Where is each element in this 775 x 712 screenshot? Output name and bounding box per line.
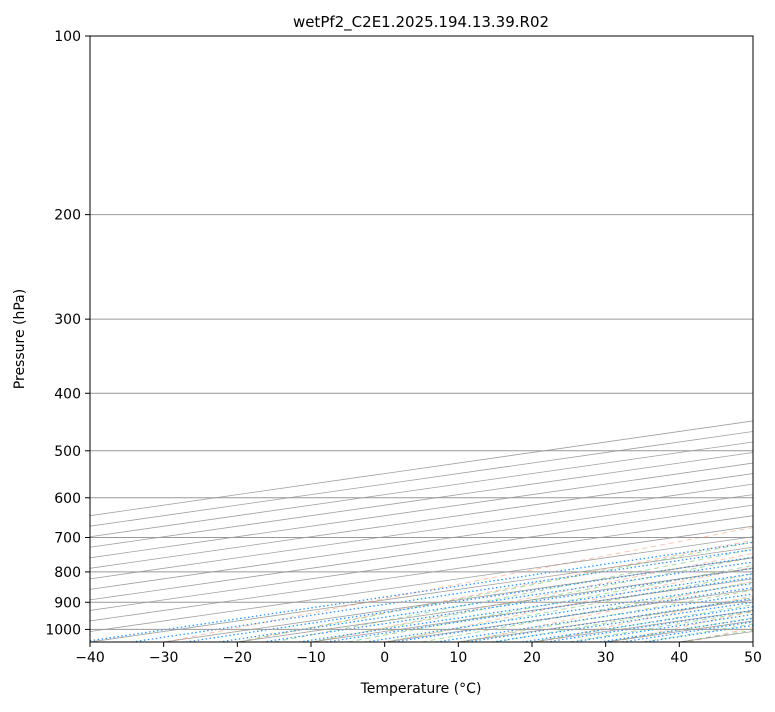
x-tick-label: 40 [670, 650, 688, 666]
x-tick-label: 30 [597, 650, 615, 666]
y-tick-label: 700 [54, 531, 81, 547]
x-tick-label: 10 [449, 650, 467, 666]
chart-title: wetPf2_C2E1.2025.194.13.39.R02 [293, 13, 549, 32]
x-tick-label: 20 [523, 650, 541, 666]
y-tick-label: 900 [54, 595, 81, 611]
y-tick-label: 600 [54, 491, 81, 507]
x-axis-label: Temperature (°C) [360, 681, 482, 697]
x-tick-label: −10 [296, 650, 326, 666]
y-tick-label: 1000 [45, 622, 81, 638]
y-axis-label: Pressure (hPa) [12, 289, 28, 389]
y-tick-label: 300 [54, 312, 81, 328]
x-tick-label: −20 [223, 650, 253, 666]
x-tick-label: 50 [744, 650, 762, 666]
x-tick-label: 0 [380, 650, 389, 666]
y-tick-label: 100 [54, 29, 81, 45]
y-tick-label: 400 [54, 386, 81, 402]
x-tick-label: −40 [75, 650, 105, 666]
y-tick-label: 200 [54, 208, 81, 224]
y-tick-label: 800 [54, 565, 81, 581]
x-tick-label: −30 [149, 650, 179, 666]
y-tick-label: 500 [54, 444, 81, 460]
